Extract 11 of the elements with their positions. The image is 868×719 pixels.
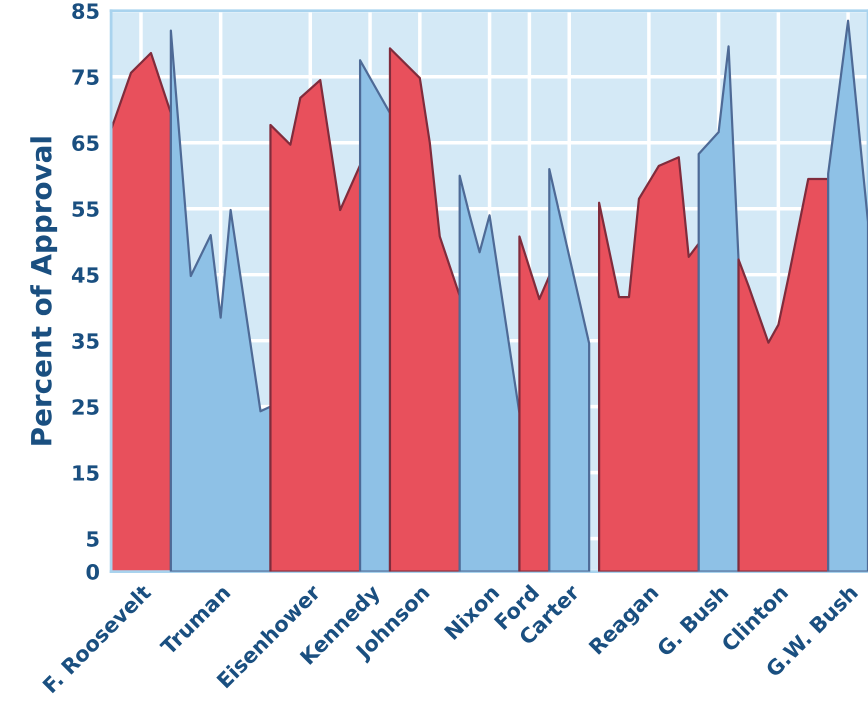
y-tick-label: 65 [72,135,99,151]
y-tick-label: 15 [73,465,99,481]
y-tick-label: 0 [86,564,99,580]
y-tick-label: 85 [72,3,99,19]
y-tick-label: 25 [72,399,99,415]
y-tick-label: 45 [72,267,99,283]
y-axis-title: Percent of Approval [30,137,58,445]
y-tick-label: 55 [72,201,99,217]
y-tick-label: 5 [87,531,99,547]
y-tick-label: 75 [72,69,99,85]
y-tick-label: 35 [72,333,99,349]
